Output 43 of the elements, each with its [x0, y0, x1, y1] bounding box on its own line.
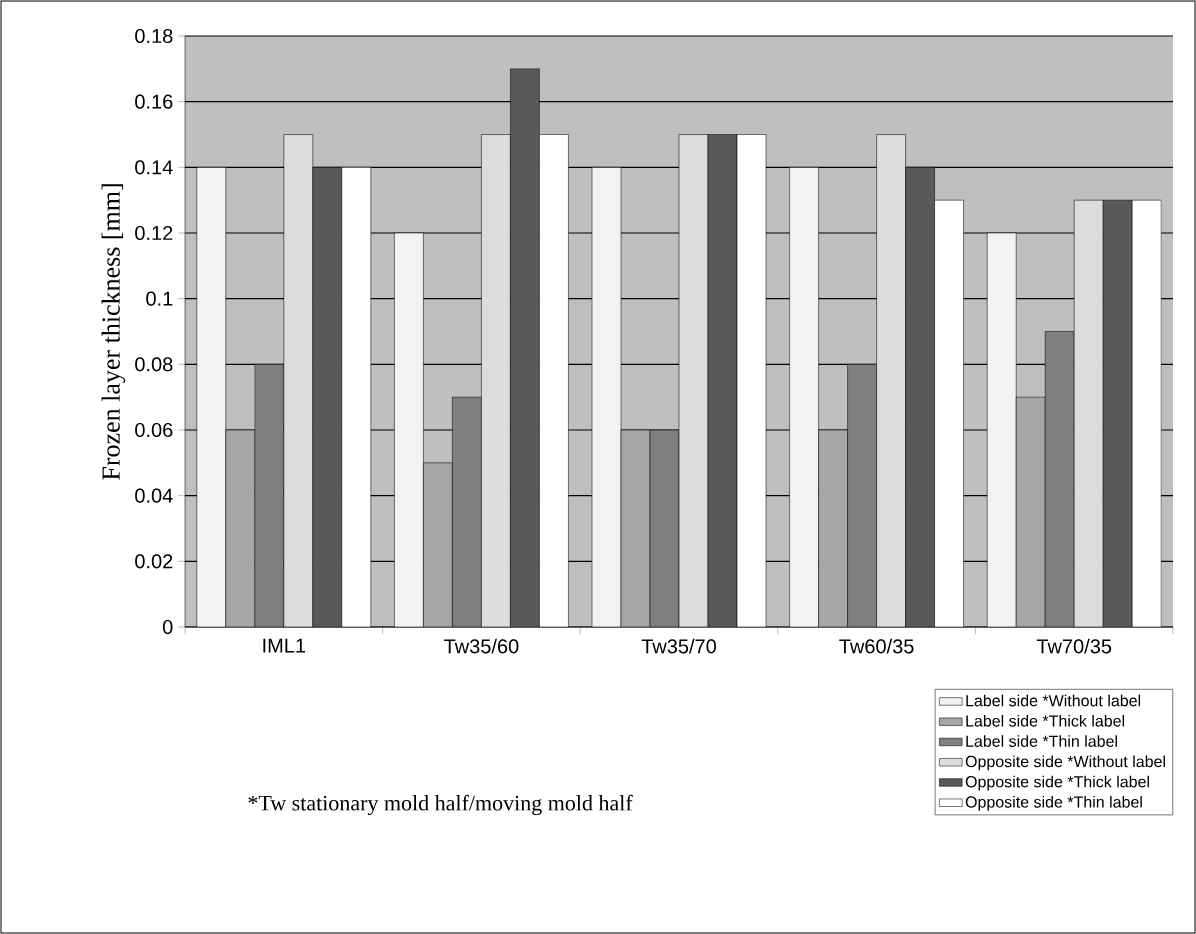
x-tick-label: Tw60/35	[839, 638, 914, 654]
x-tick-label: Tw70/35	[1036, 638, 1112, 654]
y-tick-label: 0.08	[135, 357, 173, 372]
y-tick-label: 0.14	[135, 160, 173, 175]
bar	[876, 134, 906, 627]
bar	[708, 134, 737, 627]
bar	[283, 134, 313, 627]
y-tick-label: 0.16	[135, 94, 173, 109]
bar	[481, 134, 511, 627]
bar	[789, 167, 819, 627]
bar	[394, 232, 424, 627]
bar	[679, 134, 708, 627]
bar	[423, 462, 453, 627]
legend-label: Label side *Without label	[966, 694, 1141, 707]
legend-label: Opposite side *Thin label	[965, 795, 1142, 811]
x-tick-label: Tw35/70	[641, 638, 717, 654]
bar	[196, 167, 226, 627]
legend-label: Label side *Thick label	[966, 714, 1125, 727]
y-tick-label: 0	[162, 619, 173, 635]
x-tick-label: IML1	[263, 638, 306, 653]
y-tick-label: 0.06	[135, 422, 173, 438]
bar	[592, 167, 621, 627]
y-axis-title: Frozen layer thickness [mm]	[101, 184, 126, 480]
y-tick-label: 0.1	[146, 291, 173, 306]
bar	[510, 68, 540, 627]
y-tick-label: 0.18	[135, 28, 173, 44]
legend-label: Opposite side *Thick label	[965, 775, 1149, 791]
bar	[1102, 199, 1133, 627]
bar	[818, 429, 848, 627]
y-tick-label: 0.12	[135, 225, 173, 241]
bar	[621, 429, 651, 627]
y-tick-label: 0.02	[135, 554, 173, 569]
y-tick-label: 0.04	[135, 488, 173, 503]
bar	[225, 429, 255, 627]
legend-label: Opposite side *Without label	[965, 755, 1165, 771]
text: *Tw stationary mold half/moving mold half	[248, 794, 633, 816]
legend-label: Label side *Thin label	[966, 735, 1117, 747]
bar	[905, 167, 935, 627]
bar	[312, 167, 342, 627]
x-tick-label: Tw35/60	[444, 638, 519, 654]
bar	[1015, 396, 1046, 627]
bar	[1073, 199, 1104, 627]
bar	[986, 232, 1017, 627]
